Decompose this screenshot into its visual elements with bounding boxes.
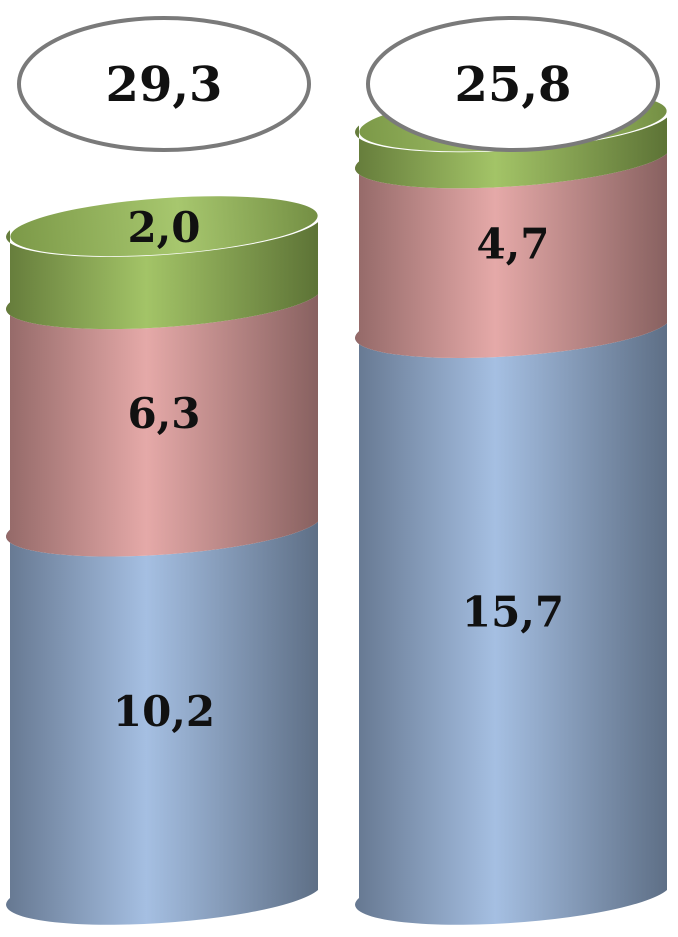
total-label-1: 29,3 — [106, 57, 223, 113]
segment-1-cylinder-2 — [355, 323, 667, 925]
data-label-series-3-cylinder-1: 2,0 — [127, 203, 200, 252]
segment-2-cylinder-2 — [355, 153, 667, 358]
cylinder-2: 15,74,71,0 — [355, 91, 667, 925]
segment-3-cylinder-1 — [6, 222, 318, 330]
segment-2-cylinder-1 — [6, 294, 318, 557]
cylinders-group: 10,26,32,015,74,71,0 — [6, 91, 667, 925]
total-label-2: 25,8 — [455, 57, 572, 113]
data-label-series-2-cylinder-1: 6,3 — [127, 389, 200, 438]
cylinder-1: 10,2 6,3 2,0 — [6, 196, 319, 925]
total-bubble-1 — [17, 16, 311, 152]
total-bubble-2 — [366, 16, 660, 152]
data-label-series-1-cylinder-2: 15,7 — [462, 588, 564, 637]
top-cap-cylinder-1 — [10, 196, 318, 257]
segment-3-cylinder-2 — [355, 117, 667, 189]
segment-1-cylinder-1 — [6, 521, 319, 925]
totals-group: 29,3 25,8 — [17, 16, 660, 152]
data-label-series-2-cylinder-2: 4,7 — [476, 219, 549, 268]
data-label-series-1-cylinder-1: 10,2 — [113, 687, 215, 736]
